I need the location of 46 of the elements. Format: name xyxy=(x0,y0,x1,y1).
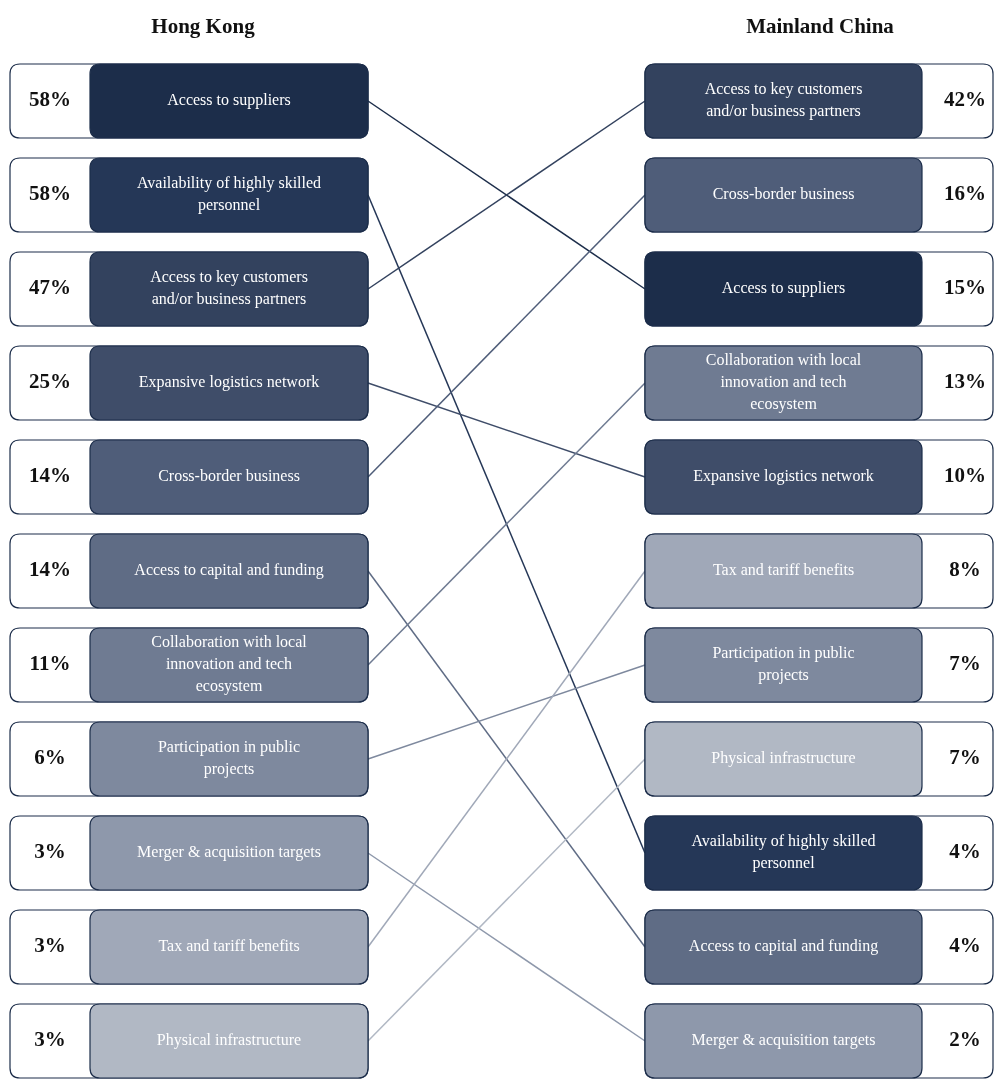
category-label: Cross-border business xyxy=(158,467,300,485)
category-label: Merger & acquisition targets xyxy=(137,843,321,862)
data-label: 47% xyxy=(29,275,71,300)
category-label: Cross-border business xyxy=(712,185,855,203)
data-label: 7% xyxy=(949,651,981,676)
category-label: Physical infrastructure xyxy=(711,749,856,767)
data-label: 25% xyxy=(29,369,71,394)
series-label: Hong Kong xyxy=(151,14,256,39)
data-label: 8% xyxy=(949,557,981,582)
data-label: 11% xyxy=(29,651,71,676)
data-label: 4% xyxy=(949,933,981,958)
data-label: 7% xyxy=(949,745,981,770)
data-label: 6% xyxy=(34,745,66,770)
category-label: Participation in public projects xyxy=(157,738,301,779)
category-label: Access to key customers and/or business partners xyxy=(150,268,308,309)
category-label: Access to key customers and/or business partners xyxy=(704,80,863,120)
data-label: 14% xyxy=(29,463,71,488)
data-label: 14% xyxy=(29,557,71,582)
category-label: Physical infrastructure xyxy=(156,1031,302,1050)
category-label: Tax and tariff benefits xyxy=(712,561,855,579)
series-label: Mainland China xyxy=(746,14,895,39)
data-label: 15% xyxy=(944,275,986,300)
category-label: Expansive logistics network xyxy=(138,373,320,392)
data-label: 13% xyxy=(944,369,986,394)
data-label: 16% xyxy=(944,181,986,206)
category-label: Access to suppliers xyxy=(721,279,846,297)
category-label: Tax and tariff benefits xyxy=(158,937,300,955)
data-label: 58% xyxy=(29,87,71,112)
category-label: Availability of highly skilled personnel xyxy=(136,174,322,215)
category-label: Collaboration with local innovation and tech ecosystem xyxy=(705,351,862,413)
category-label: Expansive logistics network xyxy=(693,467,874,485)
data-label: 2% xyxy=(949,1027,981,1052)
category-label: Participation in public projects xyxy=(712,644,855,684)
category-label: Access to capital and funding xyxy=(688,937,879,955)
data-label: 42% xyxy=(944,87,986,112)
data-label: 10% xyxy=(944,463,986,488)
data-label: 3% xyxy=(34,839,66,864)
data-label: 58% xyxy=(29,181,71,206)
data-label: 3% xyxy=(34,933,66,958)
category-label: Availability of highly skilled personnel xyxy=(691,832,876,872)
category-label: Collaboration with local innovation and tech ecosystem xyxy=(151,633,308,696)
data-label: 4% xyxy=(949,839,981,864)
data-label: 3% xyxy=(34,1027,66,1052)
category-label: Access to capital and funding xyxy=(134,561,324,580)
category-label: Access to suppliers xyxy=(167,91,291,110)
category-label: Merger & acquisition targets xyxy=(691,1031,876,1049)
